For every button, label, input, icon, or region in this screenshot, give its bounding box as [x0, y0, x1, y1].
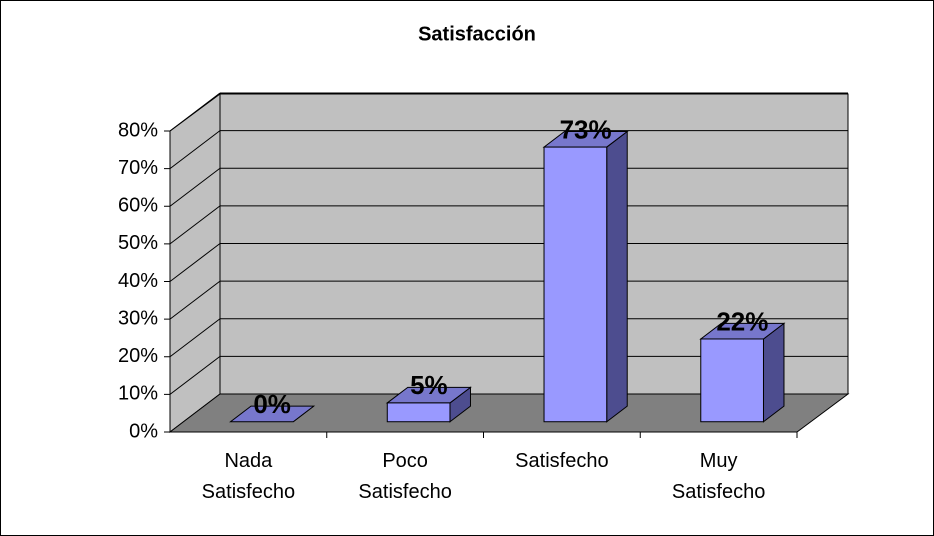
- data-label: 5%: [410, 370, 448, 400]
- y-tick-label: 40%: [118, 270, 158, 292]
- grid-line: [169, 92, 221, 132]
- y-tick-label: 60%: [118, 195, 158, 217]
- data-label: 73%: [560, 114, 612, 144]
- x-tick-label: Nada Satisfecho: [202, 450, 295, 503]
- bar: [700, 338, 764, 423]
- x-tick-label: Muy Satisfecho: [672, 450, 765, 503]
- data-label: 22%: [716, 306, 768, 336]
- bar-top: [229, 405, 316, 423]
- grid-line: [169, 318, 221, 358]
- bar: [386, 402, 451, 423]
- y-tick-label: 30%: [118, 307, 158, 329]
- y-tick-label: 50%: [118, 232, 158, 254]
- y-tick-label: 20%: [118, 345, 158, 367]
- bar-side: [762, 322, 785, 423]
- y-tick-label: 0%: [129, 420, 158, 442]
- grid-line: [169, 205, 221, 245]
- y-tick-label: 70%: [118, 157, 158, 179]
- x-tick-label: Poco Satisfecho: [358, 450, 451, 503]
- y-tick-label: 80%: [118, 119, 158, 141]
- grid-line: [169, 167, 221, 207]
- bar-side: [606, 130, 628, 423]
- x-tick-label: Satisfecho: [515, 450, 608, 472]
- bar: [543, 146, 608, 423]
- grid-line: [169, 355, 221, 395]
- chart-title: Satisfacción: [418, 23, 536, 45]
- grid-line: [169, 280, 221, 320]
- data-label: 0%: [253, 389, 291, 419]
- y-tick-label: 10%: [118, 383, 158, 405]
- grid-line: [169, 130, 221, 170]
- grid-line: [169, 243, 221, 282]
